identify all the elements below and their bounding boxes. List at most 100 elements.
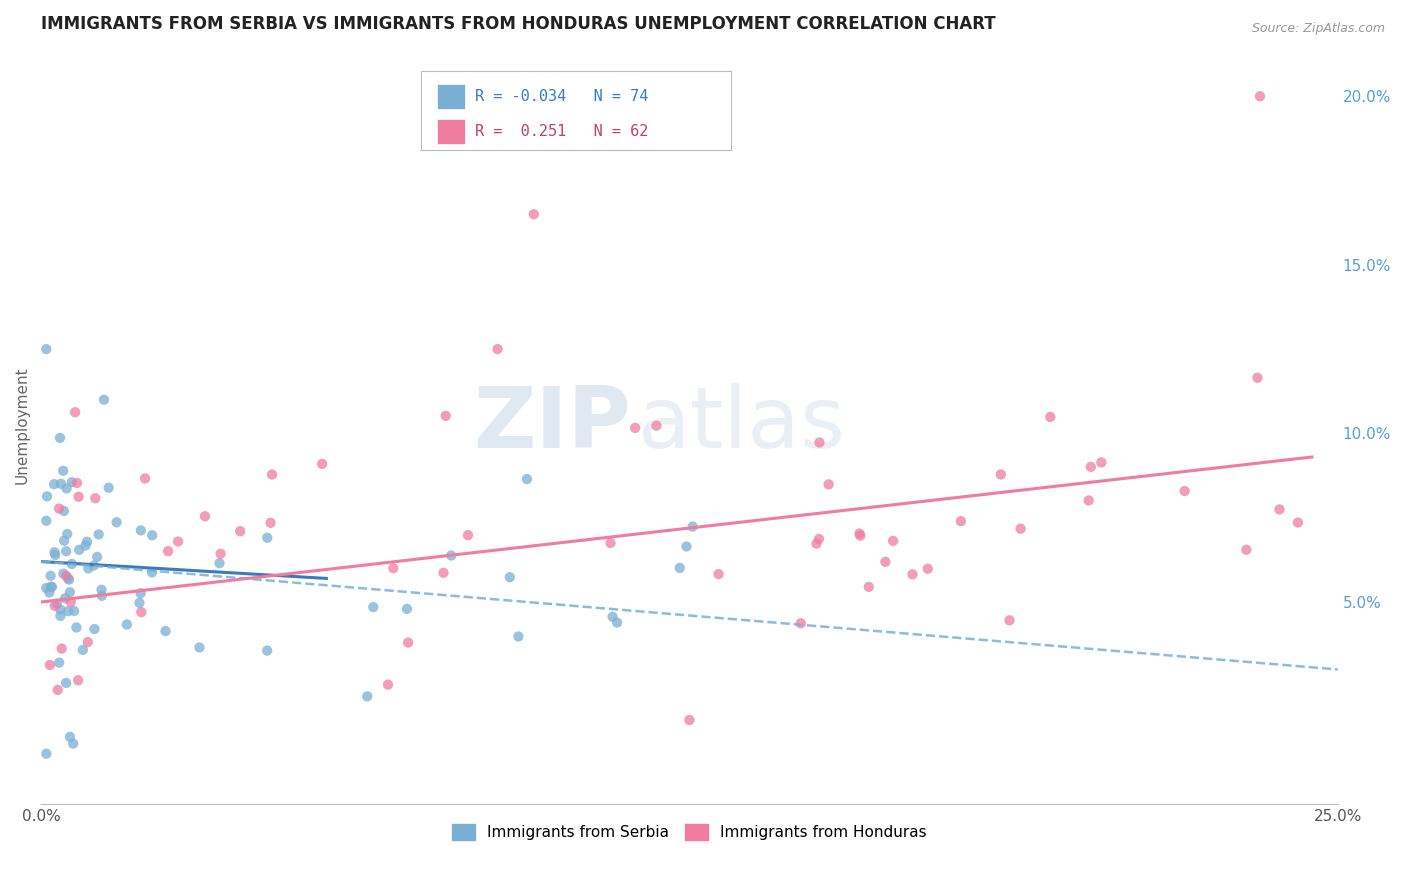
Point bbox=[72, 643, 94, 657]
Point bbox=[129, 605, 152, 619]
Bar bbox=[437, 120, 465, 144]
Point bbox=[917, 562, 939, 576]
Point bbox=[707, 567, 730, 582]
Point bbox=[67, 542, 90, 557]
Point bbox=[52, 464, 75, 478]
Point bbox=[848, 526, 870, 541]
Point bbox=[1249, 89, 1271, 103]
Point bbox=[311, 457, 333, 471]
Point bbox=[49, 602, 72, 616]
Point bbox=[55, 482, 77, 496]
Point bbox=[105, 516, 128, 530]
Point bbox=[599, 536, 621, 550]
Point bbox=[256, 531, 278, 545]
Point bbox=[59, 585, 82, 599]
Text: R =  0.251   N = 62: R = 0.251 N = 62 bbox=[475, 124, 648, 139]
Point bbox=[516, 472, 538, 486]
Point bbox=[46, 682, 69, 697]
Point bbox=[208, 556, 231, 570]
Point bbox=[1246, 370, 1268, 384]
Point bbox=[39, 580, 62, 594]
Point bbox=[60, 475, 83, 490]
Point bbox=[1174, 483, 1197, 498]
Point bbox=[141, 528, 163, 542]
Point bbox=[808, 435, 831, 450]
Point bbox=[259, 516, 281, 530]
Point bbox=[606, 615, 628, 630]
Point bbox=[55, 676, 77, 690]
Point bbox=[382, 561, 405, 575]
Point bbox=[377, 677, 399, 691]
Point bbox=[67, 673, 90, 688]
Point bbox=[128, 596, 150, 610]
Point bbox=[508, 630, 530, 644]
Point bbox=[523, 207, 546, 221]
Point bbox=[432, 566, 454, 580]
Point bbox=[790, 616, 813, 631]
Point bbox=[624, 421, 647, 435]
Point bbox=[1286, 516, 1309, 530]
Point bbox=[55, 569, 77, 583]
Point bbox=[194, 509, 217, 524]
Point bbox=[602, 609, 624, 624]
Text: Source: ZipAtlas.com: Source: ZipAtlas.com bbox=[1251, 22, 1385, 36]
Point bbox=[90, 589, 112, 603]
Legend: Immigrants from Serbia, Immigrants from Honduras: Immigrants from Serbia, Immigrants from … bbox=[446, 818, 932, 846]
Point bbox=[49, 431, 72, 445]
Point bbox=[682, 519, 704, 533]
Point bbox=[59, 730, 82, 744]
Point bbox=[188, 640, 211, 655]
Point bbox=[63, 604, 86, 618]
Point bbox=[1234, 542, 1257, 557]
Point bbox=[486, 342, 509, 356]
Point bbox=[39, 568, 62, 582]
Point bbox=[49, 608, 72, 623]
Point bbox=[209, 547, 232, 561]
Point bbox=[44, 548, 66, 562]
Point bbox=[668, 561, 690, 575]
Point bbox=[35, 581, 58, 595]
Point bbox=[807, 532, 830, 546]
Point bbox=[77, 561, 100, 575]
Point bbox=[115, 617, 138, 632]
Point bbox=[83, 558, 105, 573]
Point bbox=[875, 555, 897, 569]
Point bbox=[63, 405, 86, 419]
Point bbox=[229, 524, 252, 539]
Point bbox=[882, 533, 904, 548]
Point bbox=[858, 580, 880, 594]
Point bbox=[901, 567, 924, 582]
Point bbox=[76, 534, 98, 549]
Point bbox=[60, 557, 83, 571]
Point bbox=[56, 571, 79, 585]
Point bbox=[67, 490, 90, 504]
Y-axis label: Unemployment: Unemployment bbox=[15, 367, 30, 483]
Point bbox=[87, 527, 110, 541]
Point bbox=[1080, 459, 1102, 474]
Point bbox=[129, 586, 152, 600]
Point bbox=[167, 534, 190, 549]
Point bbox=[97, 481, 120, 495]
Point bbox=[434, 409, 457, 423]
Point bbox=[949, 514, 972, 528]
Point bbox=[66, 475, 89, 490]
Point bbox=[84, 491, 107, 506]
Point bbox=[155, 624, 177, 638]
Point bbox=[76, 635, 98, 649]
Point bbox=[51, 641, 73, 656]
Point bbox=[75, 539, 97, 553]
Point bbox=[62, 737, 84, 751]
Bar bbox=[437, 85, 465, 109]
Point bbox=[44, 545, 66, 559]
Point bbox=[48, 501, 70, 516]
Point bbox=[396, 635, 419, 649]
Point bbox=[83, 622, 105, 636]
Point bbox=[806, 536, 828, 550]
Point bbox=[1090, 455, 1112, 469]
Point bbox=[262, 467, 284, 482]
Point bbox=[35, 489, 58, 503]
Point bbox=[675, 540, 697, 554]
Point bbox=[48, 656, 70, 670]
Point bbox=[41, 580, 63, 594]
Point bbox=[56, 604, 79, 618]
